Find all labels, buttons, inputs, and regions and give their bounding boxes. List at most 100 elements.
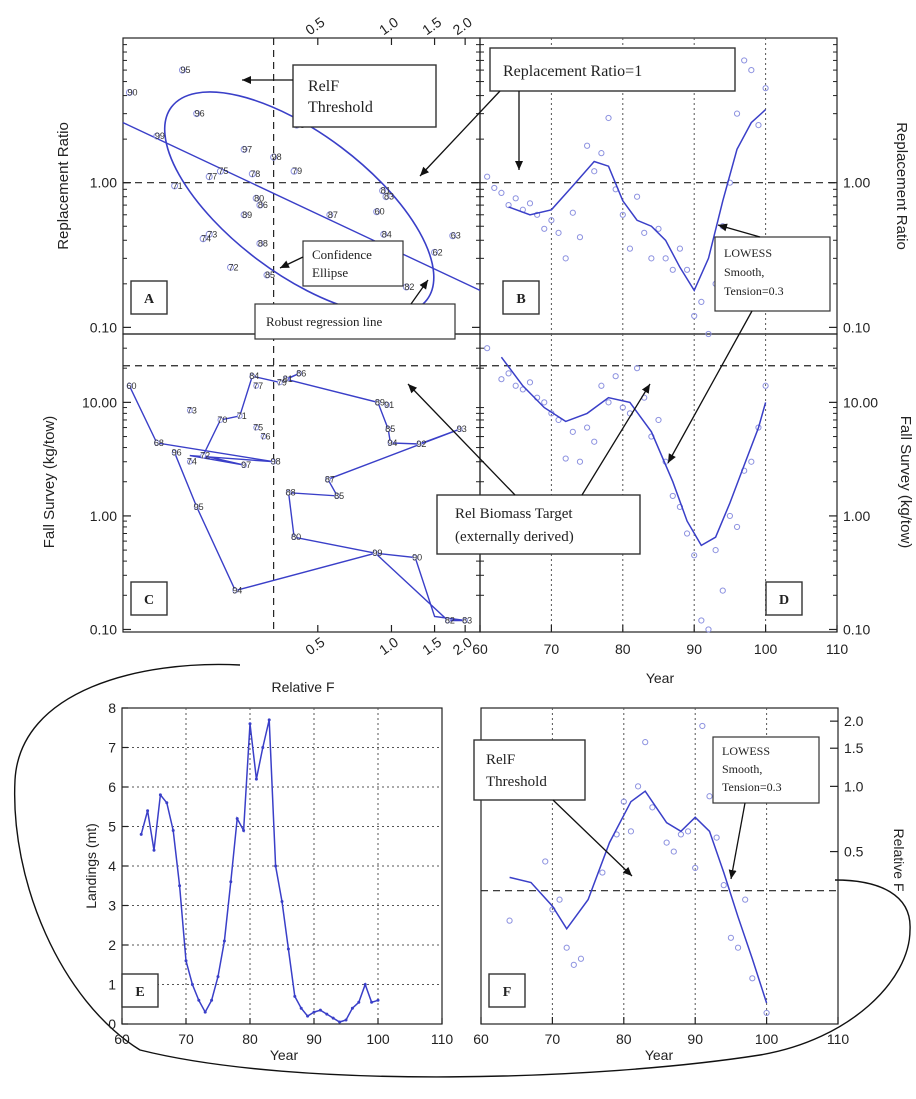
panel-a-point-label: 97 <box>242 144 252 154</box>
panel-c-point-label: 80 <box>291 532 301 542</box>
panel-f-xtick-label: 90 <box>687 1031 703 1047</box>
panel-f-point <box>742 896 749 903</box>
panel-e-point <box>338 1020 342 1024</box>
panel-e-point <box>325 1012 329 1016</box>
panel-e-point <box>139 832 143 836</box>
panel-f-ytick-label: 1.0 <box>844 778 864 794</box>
rel-biomass-line1: Rel Biomass Target <box>455 506 573 522</box>
panel-e-point <box>357 1000 361 1004</box>
lowess-box-b: LOWESS Smooth, Tension=0.3 <box>714 236 831 312</box>
panel-d-xtick-label: 90 <box>686 641 702 657</box>
panel-d-ytick-label: 0.10 <box>843 621 870 637</box>
panel-a-letter-box: A <box>130 280 168 315</box>
panel-c-point <box>276 379 283 386</box>
panel-e-ytick-label: 1 <box>108 977 116 993</box>
arrow-biomass-d <box>581 383 651 496</box>
panel-c-point <box>387 439 394 446</box>
panel-e-xtick-label: 110 <box>431 1031 454 1047</box>
panel-c-point <box>171 449 178 456</box>
arrow-lowess-b <box>717 223 761 238</box>
panel-c-point <box>384 401 391 408</box>
panel-d-xtick-label: 100 <box>754 641 778 657</box>
panel-f-point <box>684 828 692 835</box>
panel-c-point <box>253 382 260 389</box>
panel-d-point <box>698 617 705 624</box>
panel-c-point-label: 77 <box>253 381 263 391</box>
panel-a-point <box>290 167 298 175</box>
panel-b-point <box>741 57 748 64</box>
panel-d-point <box>669 492 676 500</box>
panel-a-point <box>125 89 133 97</box>
panel-a-point-label: 80 <box>254 193 264 203</box>
panel-c-point <box>270 458 277 465</box>
panel-f-xtick-label: 80 <box>616 1031 632 1047</box>
panel-e-point <box>146 809 150 813</box>
panel-a-letter: A <box>144 292 155 307</box>
lowess-b-line1: LOWESS <box>724 246 772 260</box>
panel-c-point-label: 79 <box>277 377 287 387</box>
panel-e-point <box>229 880 233 884</box>
panel-a-point <box>240 145 248 153</box>
panel-f-ytick-label: 0.5 <box>844 844 864 860</box>
panel-d-point <box>541 399 548 406</box>
panel-e-point <box>293 994 297 998</box>
panel-a-point <box>449 232 457 240</box>
panel-a-point-label: 81 <box>381 186 391 196</box>
panel-e-xlabel: Year <box>270 1047 299 1063</box>
panel-f-point <box>620 798 627 805</box>
panel-a-point <box>178 66 186 74</box>
panel-c-point-label: 74 <box>187 457 197 467</box>
panel-f-point <box>706 793 713 800</box>
panel-c-point <box>296 370 303 377</box>
panel-a-point-label: 63 <box>451 231 461 241</box>
relf-threshold-box-f: RelF Threshold <box>473 739 586 801</box>
panel-e-point <box>222 939 226 943</box>
panel-d-point <box>619 404 626 411</box>
panel-f-point <box>599 869 606 876</box>
panel-c-letter-box: C <box>130 581 168 616</box>
panel-e-point <box>152 848 156 852</box>
confidence-line1: Confidence <box>312 247 372 262</box>
panel-c-xtick-label: 1.5 <box>419 634 444 658</box>
panel-e-point <box>280 900 284 904</box>
panel-c-point <box>325 476 331 483</box>
panel-e-xtick-label: 60 <box>114 1031 130 1047</box>
panel-b-point <box>762 85 769 92</box>
panel-e-point <box>190 983 194 986</box>
panel-a-point-label: 74 <box>201 234 211 244</box>
panel-b-point <box>576 234 584 241</box>
panel-a-point-label: 87 <box>328 210 338 220</box>
panel-f-point <box>649 804 656 811</box>
arrow-relf-f <box>552 799 633 877</box>
panel-d-point <box>762 382 769 389</box>
panel-c-point-label: 73 <box>187 405 197 415</box>
panel-e-point <box>350 1006 354 1010</box>
panel-b-letter: B <box>516 292 525 307</box>
panel-c-xtick-label: 0.5 <box>302 634 327 658</box>
panel-d-xtick-label: 70 <box>544 641 560 657</box>
panel-e-ytick-label: 0 <box>108 1016 116 1032</box>
panel-b-point <box>541 225 548 232</box>
panel-c-point <box>416 441 423 447</box>
panel-e-point <box>312 1010 316 1014</box>
panel-e-point <box>286 947 290 951</box>
panel-e-point <box>203 1010 207 1014</box>
panel-a-point-label: 88 <box>258 238 268 248</box>
panel-a-xtick-label: 0.5 <box>302 14 327 38</box>
panel-a-point <box>256 239 264 247</box>
panel-a-point-label: 96 <box>195 109 205 119</box>
panel-f-point <box>627 828 635 835</box>
panel-c-point <box>456 426 463 433</box>
replacement-ratio-box: Replacement Ratio=1 <box>489 47 736 92</box>
panel-e-point <box>235 817 239 821</box>
panel-c-point-label: 95 <box>194 502 204 512</box>
panel-b-point <box>633 193 641 200</box>
panel-e-xtick-label: 100 <box>366 1031 390 1047</box>
panel-b-point <box>562 255 569 262</box>
panel-f-point <box>713 834 720 841</box>
panel-b-point <box>605 114 612 122</box>
panel-a-point <box>382 193 390 201</box>
panel-a-point-label: 86 <box>258 200 268 210</box>
panel-c-point-label: 89 <box>375 397 385 407</box>
panel-e-ytick-label: 8 <box>108 700 116 716</box>
